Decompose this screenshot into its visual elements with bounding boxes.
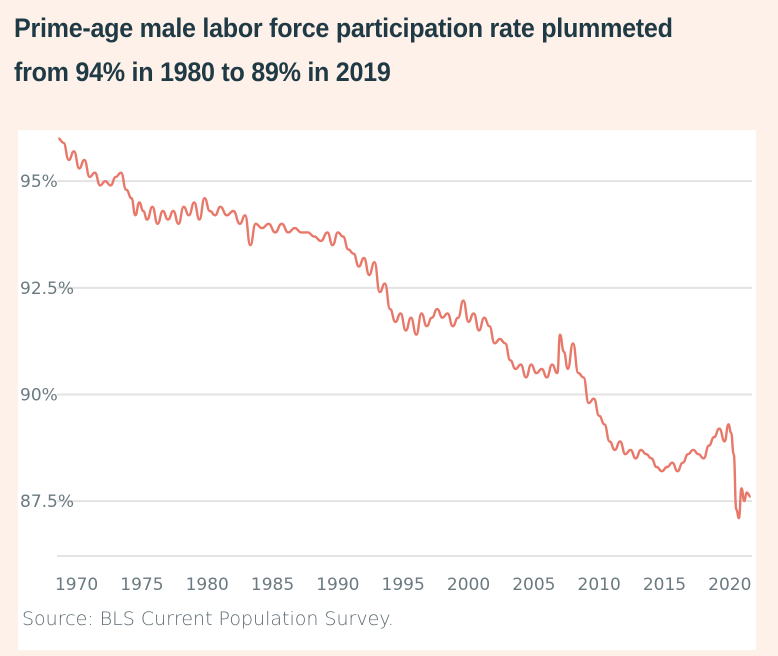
x-tick-label: 1985 (251, 575, 294, 595)
x-tick-label: 1995 (382, 575, 425, 595)
series-layer (58, 137, 752, 520)
y-tick-label: 95% (20, 172, 58, 192)
series-line (58, 137, 752, 520)
y-tick-label: 92.5% (20, 279, 74, 299)
y-tick-label: 90% (20, 385, 58, 405)
x-tick-label: 1975 (120, 575, 163, 595)
x-tick-label: 2000 (447, 575, 490, 595)
x-axis-ticks: 1970 1975 1980 1985 1990 1995 2000 2005 2010 2015… (55, 575, 751, 595)
chart-panel (18, 130, 756, 650)
x-tick-label: 2015 (643, 575, 686, 595)
chart-title: Prime-age male labor force participation… (14, 13, 673, 87)
y-axis-ticks: 95% 92.5% 90% 87.5% (20, 172, 74, 512)
x-tick-label: 2010 (578, 575, 621, 595)
x-tick-label: 2005 (512, 575, 555, 595)
x-tick-label: 1990 (316, 575, 359, 595)
x-tick-label: 2020 (708, 575, 751, 595)
source-note: Source: BLS Current Population Survey. (22, 608, 394, 630)
gridlines (57, 180, 752, 557)
x-tick-label: 1970 (55, 575, 98, 595)
y-tick-label: 87.5% (20, 492, 74, 512)
x-tick-label: 1980 (186, 575, 229, 595)
